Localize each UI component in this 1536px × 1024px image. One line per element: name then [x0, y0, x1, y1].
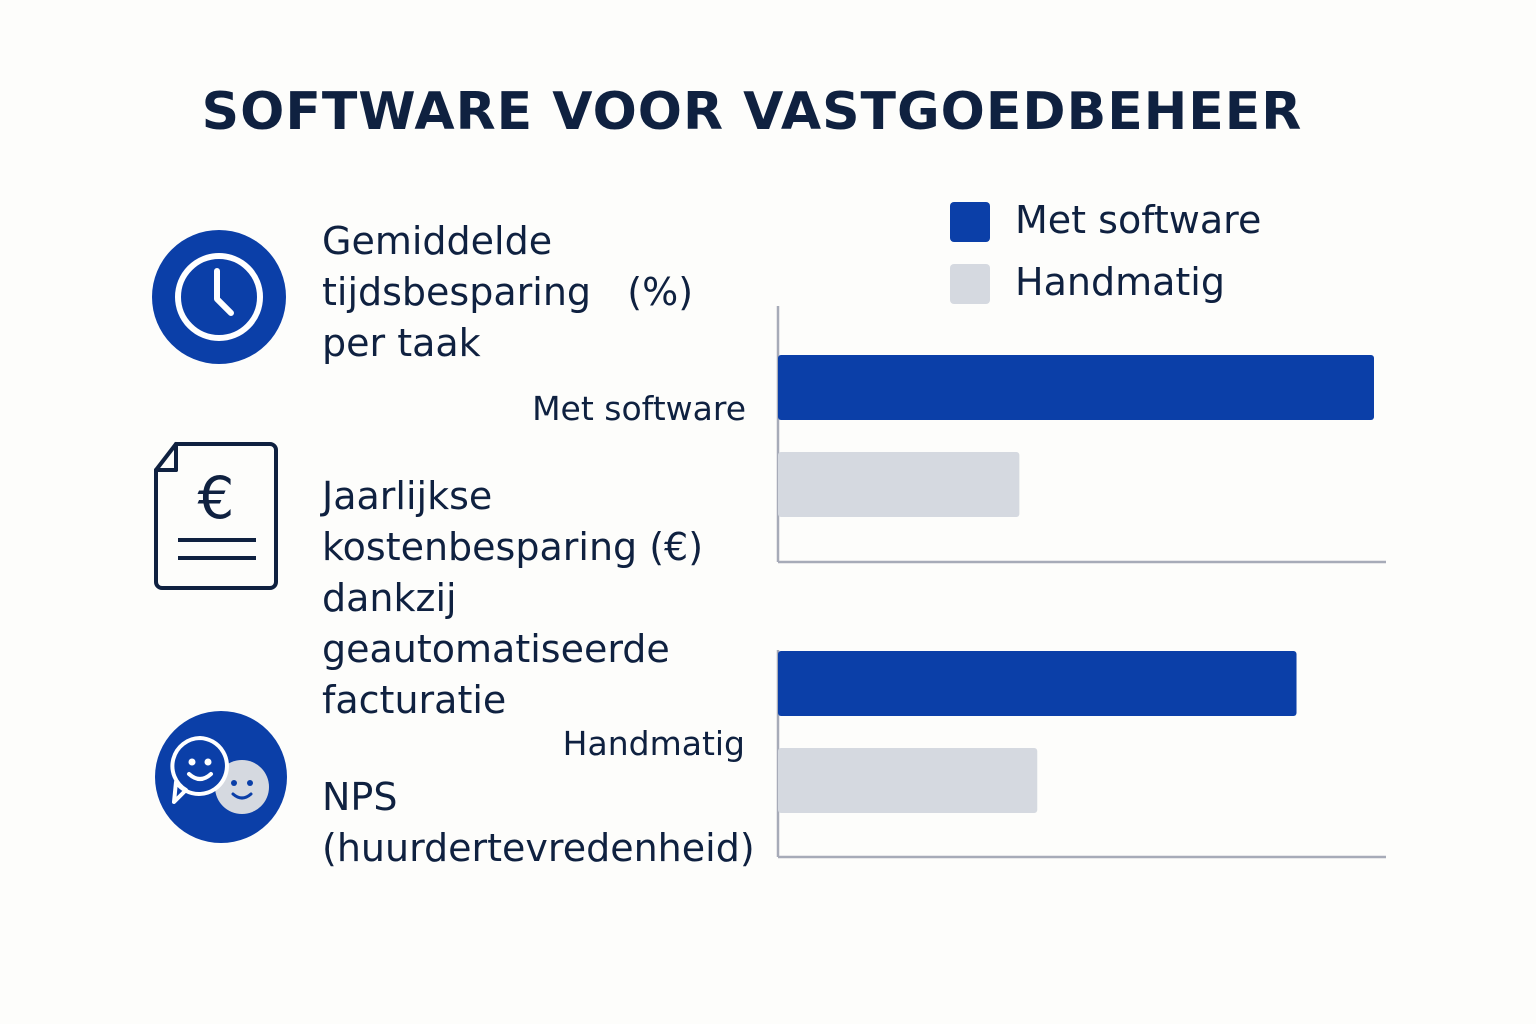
legend-swatch-handmatig — [950, 264, 990, 304]
euro-document-icon: € — [154, 442, 278, 590]
metric-cost-label: Jaarlijkse kostenbesparing (€) dankzij g… — [322, 474, 704, 722]
bar-2-met-software — [778, 651, 1297, 716]
legend-label-handmatig: Handmatig — [1015, 260, 1225, 304]
category-label-handmatig: Handmatig — [562, 724, 745, 763]
legend-swatch-met-software — [950, 202, 990, 242]
metric-nps-label: NPS (huurdertevredenheid) — [322, 775, 755, 870]
chart-title: SOFTWARE VOOR VASTGOEDBEHEER — [201, 82, 1303, 142]
bar-1-handmatig — [778, 452, 1020, 517]
smiley-chat-icon — [155, 711, 287, 843]
svg-text:€: € — [198, 464, 235, 532]
metric-time-label: Gemiddelde tijdsbesparing (%) per taak — [322, 219, 694, 365]
category-label-met-software: Met software — [532, 389, 746, 428]
clock-icon — [152, 230, 286, 364]
legend-label-met-software: Met software — [1015, 198, 1262, 242]
bar-1-met-software — [778, 355, 1374, 420]
bar-2-handmatig — [778, 748, 1038, 813]
